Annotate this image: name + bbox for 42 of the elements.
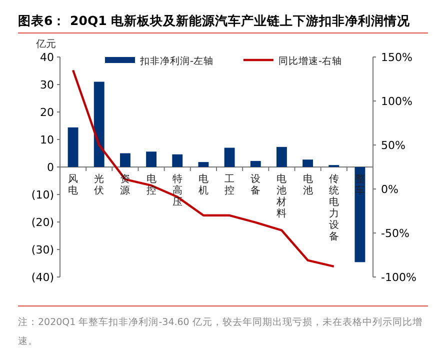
y-tick-label: (40)	[31, 271, 54, 284]
y-tick-label: (10)	[31, 188, 54, 202]
y2-tick-label: -100%	[381, 271, 416, 284]
y-tick-label: 40	[40, 51, 54, 64]
bar	[276, 146, 287, 167]
y2-tick-label: 0%	[381, 183, 398, 196]
x-tick-label: 电控	[146, 173, 156, 196]
y-axis-title: 亿元	[35, 39, 56, 50]
bar	[224, 148, 235, 167]
x-tick-label: 电池	[302, 173, 313, 196]
bar	[354, 167, 366, 262]
x-tick-label: 传统电力设备	[328, 174, 339, 242]
y-tick-label: 0	[47, 161, 54, 174]
x-tick-label: 电池材料	[276, 173, 287, 220]
y-tick-label: 10	[40, 134, 54, 146]
bar	[250, 160, 261, 167]
bar	[146, 152, 157, 167]
text: 注：2020Q1 年整车扣非净利润-34.60 亿元，较去年同期出现亏损，未在表格中列示同比增速。	[18, 316, 422, 347]
x-tick-label: 电机	[198, 173, 208, 196]
legend-label: 扣非净利润-左轴	[139, 55, 214, 67]
bar	[198, 162, 209, 167]
y-tick-label: 30	[40, 78, 54, 92]
x-tick-label: 整车	[354, 173, 365, 196]
bar	[120, 153, 130, 167]
y2-tick-label: 50%	[381, 139, 406, 152]
bar	[302, 160, 314, 167]
bar	[172, 154, 183, 167]
y2-tick-label: 100%	[381, 95, 412, 108]
x-tick-label: 工控	[224, 174, 235, 196]
y-tick-label: 20	[40, 106, 54, 119]
y-tick-label: (30)	[31, 244, 54, 256]
y-tick-label: (20)	[31, 216, 54, 229]
chart-title: 图表6： 20Q1 电新板块及新能源汽车产业链上下游扣非净利润情况	[18, 13, 412, 28]
bar	[94, 82, 104, 167]
x-tick-label: 风电	[68, 174, 78, 196]
x-tick-label: 特高压	[172, 173, 182, 208]
y2-tick-label: 150%	[381, 51, 412, 64]
x-tick-label: 设备	[250, 173, 261, 196]
y2-tick-label: -50%	[381, 227, 410, 240]
x-tick-label: 光伏	[94, 173, 104, 196]
bar	[68, 127, 78, 167]
legend-label: 同比增速-右轴	[278, 55, 342, 67]
